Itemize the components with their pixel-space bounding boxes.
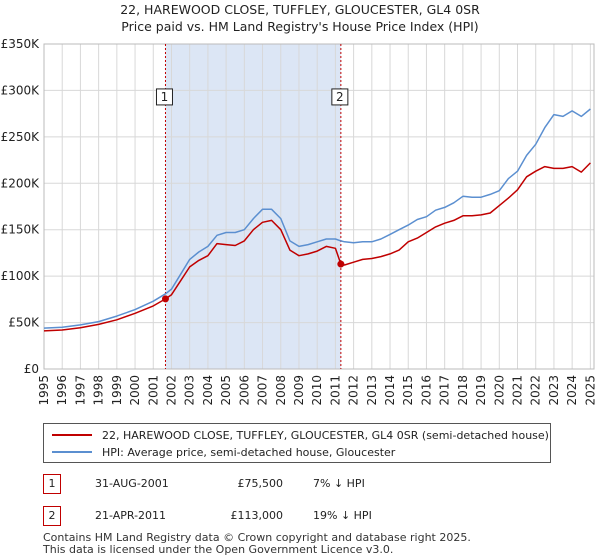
x-tick-label: 2010 xyxy=(310,375,324,406)
x-tick-label: 2013 xyxy=(365,375,379,406)
x-tick-label: 2017 xyxy=(438,375,452,406)
x-tick-label: 2001 xyxy=(146,375,160,406)
x-tick-label: 2008 xyxy=(274,375,288,406)
x-tick-label: 2004 xyxy=(201,375,215,406)
sale-price: £75,500 xyxy=(237,477,284,490)
x-tick-label: 2005 xyxy=(219,375,233,406)
x-tick-label: 2009 xyxy=(292,375,306,406)
x-tick-label: 2003 xyxy=(183,375,197,406)
y-tick-label: £100K xyxy=(1,269,41,283)
legend-item-property: 22, HAREWOOD CLOSE, TUFFLEY, GLOUCESTER,… xyxy=(52,426,549,444)
x-tick-label: 2014 xyxy=(383,375,397,406)
chart-title-line1: 22, HAREWOOD CLOSE, TUFFLEY, GLOUCESTER,… xyxy=(120,2,480,17)
y-tick-label: £0 xyxy=(24,362,39,376)
x-tick-label: 2024 xyxy=(565,375,579,406)
x-tick-label: 2021 xyxy=(511,375,525,406)
sale-number-badge: 1 xyxy=(43,474,61,494)
x-tick-label: 2020 xyxy=(492,375,506,406)
x-tick-label: 2006 xyxy=(237,375,251,406)
x-tick-label: 2007 xyxy=(256,375,270,406)
sale-row-2: 2 21-APR-2011 £113,000 19% ↓ HPI xyxy=(43,506,463,528)
x-tick-label: 2016 xyxy=(419,375,433,406)
plot-frame xyxy=(43,43,595,370)
x-tick-label: 1996 xyxy=(55,375,69,406)
legend-property-label: 22, HAREWOOD CLOSE, TUFFLEY, GLOUCESTER,… xyxy=(102,428,549,442)
hpi-line xyxy=(43,108,591,329)
sale-point xyxy=(161,295,169,303)
x-tick-label: 2019 xyxy=(474,375,488,406)
shaded-ownership-period xyxy=(165,44,341,369)
sale-date: 21-APR-2011 xyxy=(95,509,167,522)
legend-hpi-swatch xyxy=(52,451,92,453)
sale-date: 31-AUG-2001 xyxy=(95,477,169,490)
sale-point xyxy=(337,260,345,268)
x-tick-label: 1995 xyxy=(37,375,51,406)
x-tick-label: 2015 xyxy=(401,375,415,406)
sale-annotation-label: 1 xyxy=(161,90,169,104)
legend-property-swatch xyxy=(52,434,92,436)
y-tick-label: £50K xyxy=(8,316,40,330)
x-tick-label: 2002 xyxy=(164,375,178,406)
sale-row-1: 1 31-AUG-2001 £75,500 7% ↓ HPI xyxy=(43,474,463,496)
legend-hpi-label: HPI: Average price, semi-detached house,… xyxy=(102,445,396,459)
footer-line-1: Contains HM Land Registry data © Crown c… xyxy=(43,531,471,544)
sale-annotation-label: 2 xyxy=(336,90,344,104)
y-tick-label: £300K xyxy=(1,83,41,97)
x-tick-label: 2025 xyxy=(583,375,597,406)
footer-attribution: Contains HM Land Registry data © Crown c… xyxy=(43,532,471,556)
x-tick-label: 2012 xyxy=(347,375,361,406)
x-tick-label: 1999 xyxy=(110,375,124,406)
sale-hpi-diff: 19% ↓ HPI xyxy=(313,509,372,522)
sale-annotation-box xyxy=(331,88,349,106)
x-tick-label: 2011 xyxy=(328,375,342,406)
sale-hpi-diff: 7% ↓ HPI xyxy=(313,477,365,490)
price-chart: 22, HAREWOOD CLOSE, TUFFLEY, GLOUCESTER,… xyxy=(1,2,598,406)
x-tick-label: 2000 xyxy=(128,375,142,406)
legend-item-hpi: HPI: Average price, semi-detached house,… xyxy=(52,443,395,461)
y-tick-label: £200K xyxy=(1,176,41,190)
x-tick-label: 2023 xyxy=(547,375,561,406)
legend: 22, HAREWOOD CLOSE, TUFFLEY, GLOUCESTER,… xyxy=(43,423,551,463)
chart-title-line2: Price paid vs. HM Land Registry's House … xyxy=(121,19,478,34)
sale-number-badge: 2 xyxy=(43,506,61,526)
x-tick-label: 1998 xyxy=(92,375,106,406)
y-tick-label: £350K xyxy=(1,37,41,51)
sale-annotation-box xyxy=(155,88,173,106)
footer-line-2: This data is licensed under the Open Gov… xyxy=(43,543,394,556)
y-tick-label: £150K xyxy=(1,223,41,237)
x-tick-label: 1997 xyxy=(73,375,87,406)
sale-price: £113,000 xyxy=(230,509,284,522)
y-tick-label: £250K xyxy=(1,130,41,144)
x-tick-label: 2018 xyxy=(456,375,470,406)
x-tick-label: 2022 xyxy=(529,375,543,406)
